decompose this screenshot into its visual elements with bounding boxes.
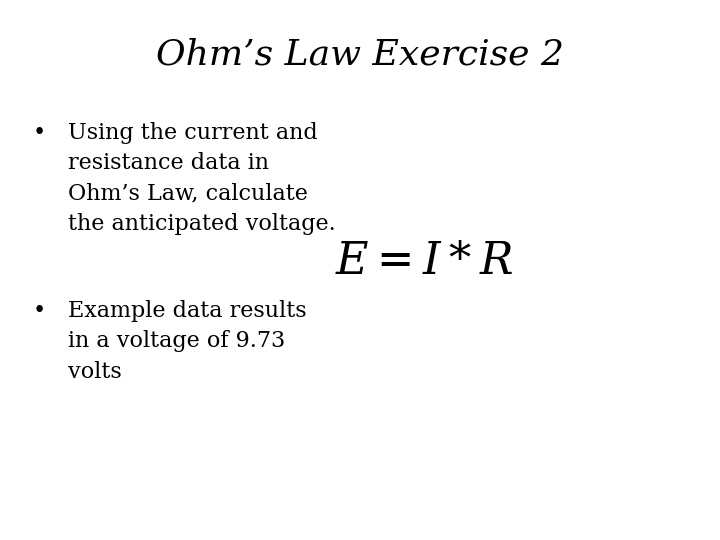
Text: •: • xyxy=(33,122,46,144)
Text: Example data results
in a voltage of 9.73
volts: Example data results in a voltage of 9.7… xyxy=(68,300,307,383)
Text: $E = I * R$: $E = I * R$ xyxy=(335,240,513,284)
Text: Using the current and
resistance data in
Ohm’s Law, calculate
the anticipated vo: Using the current and resistance data in… xyxy=(68,122,336,235)
Text: Ohm’s Law Exercise 2: Ohm’s Law Exercise 2 xyxy=(156,38,564,72)
Text: •: • xyxy=(33,300,46,322)
